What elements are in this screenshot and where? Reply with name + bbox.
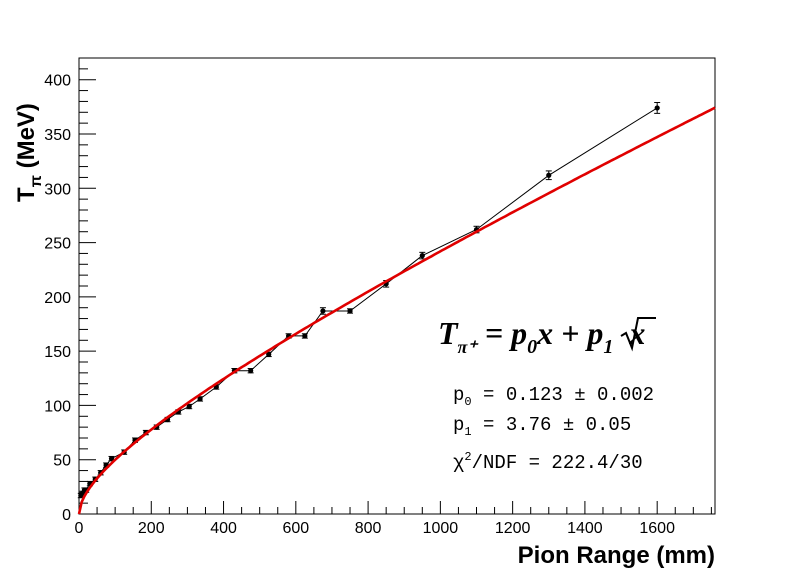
- fit-series: [77, 106, 716, 515]
- x-tick-label: 0: [75, 520, 84, 537]
- x-axis: 0 200 400 600 800 1000 1200 1400 1600: [75, 501, 712, 537]
- data-point: [419, 253, 425, 259]
- y-axis: 0 50 100 150 200 250 300 350 400: [44, 57, 96, 524]
- y-tick-label: 0: [62, 507, 71, 524]
- data-point: [186, 403, 192, 410]
- sqrt-symbol: [620, 317, 656, 352]
- x-tick-label: 1600: [639, 520, 675, 537]
- data-point: [266, 351, 272, 357]
- x-tick-label: 800: [355, 520, 382, 537]
- data-point: [347, 308, 353, 314]
- data-point: [546, 172, 552, 178]
- x-axis-title: Pion Range (mm): [518, 542, 715, 569]
- y-tick-label: 400: [44, 73, 71, 90]
- plot-frame: [78, 57, 716, 515]
- fit-formula: Tπ⁺ = p0x + p1 x: [438, 315, 656, 358]
- y-tick-label: 250: [44, 236, 71, 253]
- y-tick-label: 100: [44, 398, 71, 415]
- formula-t: T: [438, 315, 459, 351]
- y-tick-label: 350: [44, 127, 71, 144]
- fit-curve: [77, 106, 716, 515]
- data-series: [77, 102, 661, 499]
- p0-annotation: p0 = 0.123 ± 0.002: [453, 384, 654, 409]
- x-tick-label: 1200: [495, 520, 531, 537]
- chi2-annotation: χ2/NDF = 222.4/30: [453, 450, 643, 474]
- x-tick-label: 1400: [567, 520, 603, 537]
- x-tick-label: 400: [210, 520, 237, 537]
- svg-text:Tπ⁺ = p0x + p1x: Tπ⁺ = p0x + p1 x: [438, 315, 645, 358]
- x-tick-label: 200: [138, 520, 165, 537]
- data-point: [302, 333, 308, 339]
- data-point: [197, 396, 203, 402]
- data-point: [108, 456, 115, 462]
- y-tick-label: 150: [44, 344, 71, 361]
- formula-subscript: π⁺: [458, 337, 480, 357]
- data-point: [248, 368, 254, 374]
- data-point: [320, 308, 326, 314]
- y-tick-label: 200: [44, 290, 71, 307]
- y-tick-label: 300: [44, 181, 71, 198]
- p1-annotation: p1 = 3.76 ± 0.05: [453, 414, 631, 439]
- x-tick-label: 1000: [423, 520, 459, 537]
- data-line: [80, 107, 658, 496]
- data-point: [654, 105, 660, 111]
- y-axis-title: Tπ (MeV): [13, 103, 45, 202]
- y-tick-label: 50: [53, 453, 71, 470]
- x-tick-label: 600: [282, 520, 309, 537]
